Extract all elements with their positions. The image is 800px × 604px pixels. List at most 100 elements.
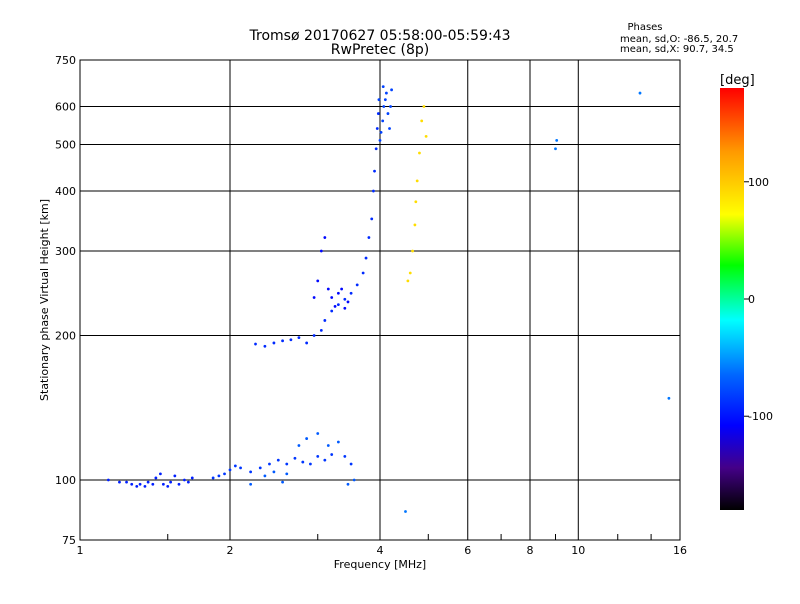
echo-point — [355, 283, 359, 287]
echo-point — [305, 437, 309, 440]
echo-point — [289, 338, 293, 342]
echo-point — [343, 297, 347, 301]
y-tick-label: 100 — [55, 474, 76, 487]
echo-point — [228, 468, 232, 472]
echo-point — [390, 88, 393, 92]
echo-point — [330, 453, 334, 456]
echo-point — [293, 456, 297, 460]
echo-point — [330, 296, 334, 299]
echo-point — [420, 119, 424, 123]
echo-point — [285, 462, 289, 466]
echo-point — [383, 98, 387, 102]
echo-point — [323, 458, 327, 462]
colorbar-tick-label: -100 — [748, 410, 773, 423]
echo-point — [177, 482, 181, 486]
colorbar-label: [deg] — [720, 73, 755, 88]
y-tick-label: 200 — [55, 330, 76, 343]
echo-point — [408, 271, 412, 275]
echo-point — [323, 319, 327, 322]
echo-point — [404, 510, 407, 513]
echo-point — [370, 217, 374, 221]
echo-point — [346, 482, 350, 486]
stats-x-mode: mean, sd,X: 90.7, 34.5 — [620, 44, 734, 55]
echo-point — [312, 334, 316, 337]
echo-point — [161, 482, 165, 486]
echo-point — [323, 236, 327, 239]
x-tick-label: 16 — [673, 544, 687, 557]
x-tick-label: 10 — [571, 544, 585, 557]
echo-point — [414, 200, 418, 204]
y-tick-label: 400 — [55, 185, 76, 198]
echo-point — [384, 91, 388, 95]
echo-point — [143, 484, 147, 488]
echo-point — [415, 179, 419, 183]
echo-point — [316, 432, 320, 435]
echo-point — [118, 480, 121, 484]
echo-point — [555, 138, 559, 142]
echo-point — [297, 336, 301, 340]
echo-point — [281, 480, 284, 484]
colorbar-tick-label: 0 — [748, 293, 755, 306]
echo-point — [312, 296, 316, 299]
x-tick-label: 8 — [527, 544, 534, 557]
echo-point — [249, 482, 253, 486]
echo-point — [146, 480, 150, 484]
x-tick-label: 1 — [77, 544, 84, 557]
echo-point — [336, 440, 340, 444]
echo-point — [343, 306, 347, 310]
echo-point — [154, 476, 158, 480]
echo-point — [316, 455, 320, 458]
echo-point — [381, 119, 385, 123]
echo-point — [424, 134, 428, 138]
echo-point — [349, 291, 353, 295]
echo-point — [316, 279, 320, 283]
colorbar-tick-label: 100 — [748, 176, 769, 189]
x-axis-label: Frequency [MHz] — [334, 558, 426, 571]
echo-point — [389, 105, 392, 108]
echo-point — [166, 484, 170, 488]
echo-point — [281, 339, 284, 343]
echo-point — [263, 344, 267, 348]
echo-point — [301, 460, 305, 464]
echo-point — [130, 482, 134, 486]
echo-point — [258, 466, 262, 470]
colorbar — [720, 88, 744, 510]
y-axis-ticks: 75 100 200 300 400 500 600 750 — [55, 54, 76, 547]
echo-point — [379, 130, 383, 134]
y-tick-label: 300 — [55, 245, 76, 258]
echo-point — [138, 482, 142, 486]
echo-point — [319, 249, 323, 253]
echo-point — [249, 470, 253, 474]
chart-subtitle: RwPretec (8p) — [331, 42, 429, 58]
echo-point — [667, 396, 671, 400]
echo-point — [186, 480, 190, 484]
echo-points — [106, 85, 671, 513]
y-tick-label: 500 — [55, 139, 76, 152]
echo-point — [173, 474, 177, 478]
echo-point — [336, 291, 340, 295]
x-axis-ticks: 1 2 4 6 8 10 16 — [77, 534, 687, 557]
echo-point — [364, 256, 368, 260]
echo-point — [319, 328, 323, 332]
echo-point — [638, 91, 642, 95]
echo-point — [190, 476, 194, 480]
echo-point — [406, 279, 410, 283]
echo-point — [272, 470, 276, 474]
echo-point — [378, 138, 382, 142]
echo-point — [381, 85, 385, 89]
stats-heading: Phases — [627, 22, 662, 33]
echo-point — [422, 105, 426, 108]
echo-point — [375, 127, 379, 130]
echo-point — [388, 127, 391, 130]
colorbar-ticks: 100 0 -100 — [744, 176, 773, 423]
echo-point — [106, 478, 110, 482]
y-tick-label: 600 — [55, 101, 76, 114]
echo-point — [349, 462, 353, 466]
echo-point — [361, 271, 365, 275]
x-tick-label: 4 — [377, 544, 384, 557]
echo-point — [285, 472, 289, 476]
y-tick-label: 75 — [62, 534, 76, 547]
echo-point — [326, 444, 330, 447]
stats-o-mode: mean, sd,O: -86.5, 20.7 — [620, 34, 738, 45]
